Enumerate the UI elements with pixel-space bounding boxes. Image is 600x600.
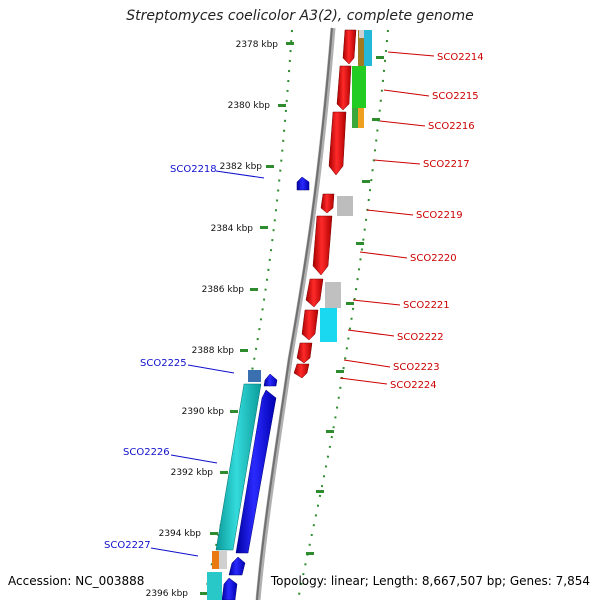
gene-label-forward[interactable]: SCO2220 xyxy=(410,253,457,264)
gene-arrow[interactable] xyxy=(305,278,324,308)
gene-arrow[interactable] xyxy=(342,29,357,65)
ruler-label: 2382 kbp xyxy=(220,162,263,172)
ruler-label: 2378 kbp xyxy=(236,40,279,50)
gene-label-forward[interactable]: SCO2222 xyxy=(397,332,444,343)
gene-label-forward[interactable]: SCO2215 xyxy=(432,91,479,102)
gene-arrow[interactable] xyxy=(296,176,310,191)
sequence-backbone xyxy=(255,27,336,600)
reverse-leader-lines xyxy=(150,170,265,557)
gene-arrow[interactable] xyxy=(301,309,319,341)
ruler-label: 2396 kbp xyxy=(146,589,189,599)
reverse-strand-genes xyxy=(207,176,310,600)
ruler-label: 2388 kbp xyxy=(192,346,235,356)
gene-arrow[interactable] xyxy=(296,342,313,364)
ruler-label: 2390 kbp xyxy=(182,407,225,417)
ruler-label: 2392 kbp xyxy=(171,468,214,478)
gene-label-reverse[interactable]: SCO2225 xyxy=(140,358,187,369)
gene-arrow[interactable] xyxy=(328,111,347,176)
ruler-track-left xyxy=(203,29,293,600)
ruler-label: 2394 kbp xyxy=(159,529,202,539)
ruler-ticks xyxy=(200,42,384,595)
gene-label-forward[interactable]: SCO2219 xyxy=(416,210,463,221)
accession-text: Accession: NC_003888 xyxy=(8,574,145,588)
gene-label-forward[interactable]: SCO2221 xyxy=(403,300,450,311)
gene-arrow[interactable] xyxy=(312,215,333,276)
gene-label-forward[interactable]: SCO2223 xyxy=(393,362,440,373)
gene-arrow[interactable] xyxy=(293,363,310,379)
gene-label-reverse[interactable]: SCO2226 xyxy=(123,447,170,458)
gene-arrow[interactable] xyxy=(221,577,238,600)
ruler-label: 2380 kbp xyxy=(228,101,271,111)
gene-arrow[interactable] xyxy=(320,193,335,214)
forward-leader-lines xyxy=(339,51,435,385)
gene-arrow[interactable] xyxy=(215,383,262,551)
forward-domain-annotations xyxy=(320,30,372,342)
gene-arrow[interactable] xyxy=(336,65,352,111)
gene-arrow[interactable] xyxy=(263,373,278,387)
ruler-label: 2386 kbp xyxy=(202,285,245,295)
ruler-track-right xyxy=(297,29,389,600)
gene-arrow[interactable] xyxy=(235,389,277,554)
genome-summary-text: Topology: linear; Length: 8,667,507 bp; … xyxy=(270,574,590,588)
map-title: Streptomyces coelicolor A3(2), complete … xyxy=(126,8,474,24)
gene-label-forward[interactable]: SCO2217 xyxy=(423,159,470,170)
gene-label-reverse[interactable]: SCO2218 xyxy=(170,164,217,175)
gene-label-forward[interactable]: SCO2214 xyxy=(437,52,484,63)
forward-strand-genes xyxy=(293,29,357,379)
gene-label-reverse[interactable]: SCO2227 xyxy=(104,540,151,551)
gene-label-forward[interactable]: SCO2224 xyxy=(390,380,437,391)
ruler-label: 2384 kbp xyxy=(211,224,254,234)
gene-label-forward[interactable]: SCO2216 xyxy=(428,121,475,132)
gene-arrow[interactable] xyxy=(228,556,246,576)
